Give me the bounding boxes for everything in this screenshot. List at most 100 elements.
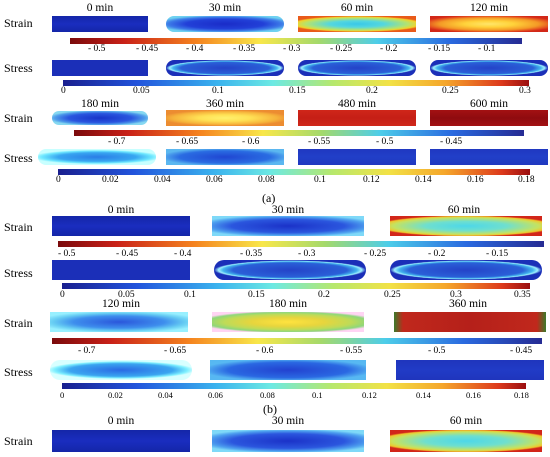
row-label-strain: Strain (4, 434, 33, 448)
tick: - 0.4 (174, 249, 192, 259)
subfigure-label-a: (a) (262, 191, 276, 205)
strain-colorbar-a-top-ticks: - 0.5 - 0.45 - 0.4 - 0.35 - 0.3 - 0.25 -… (70, 44, 522, 56)
time-label-a-600: 600 min (469, 98, 508, 110)
tick: 0.14 (415, 175, 432, 185)
time-label-a-480: 480 min (337, 98, 376, 110)
tick: 0.3 (519, 86, 531, 96)
tick: - 0.15 (486, 249, 509, 259)
tick: 0.06 (206, 175, 223, 185)
strain-panel-c-30 (212, 430, 364, 452)
tick: 0.1 (312, 390, 323, 400)
tick: - 0.2 (380, 44, 398, 54)
strain-panel-a-360 (166, 110, 284, 126)
strain-panel-b-0 (52, 216, 190, 236)
tick: - 0.2 (428, 249, 446, 259)
tick: - 0.65 (164, 346, 187, 356)
time-label-a-360: 360 min (205, 98, 244, 110)
tick: 0.14 (416, 390, 431, 400)
stress-panel-b-30 (214, 260, 366, 280)
strain-colorbar-b-bottom (52, 338, 542, 344)
row-label-strain: Strain (4, 16, 33, 30)
tick: - 0.6 (256, 346, 274, 356)
row-label-stress: Stress (4, 151, 33, 165)
tick: 0.15 (289, 86, 306, 96)
tick: - 0.4 (186, 44, 204, 54)
time-label-b-60: 60 min (447, 204, 481, 216)
strain-panel-b-60 (390, 216, 542, 236)
tick: 0.05 (118, 290, 135, 300)
tick: 0.16 (467, 175, 484, 185)
tick: 0.02 (102, 175, 119, 185)
tick: 0.2 (366, 86, 378, 96)
time-label-a-180: 180 min (80, 98, 119, 110)
stress-panel-b-60 (390, 260, 542, 280)
stress-colorbar-a-top (63, 80, 529, 86)
stress-panel-a-360 (166, 149, 284, 165)
tick: 0.16 (466, 390, 481, 400)
strain-panel-b-120 (50, 312, 188, 332)
stress-colorbar-b-bottom-ticks: 0 0.02 0.04 0.06 0.08 0.1 0.12 0.14 0.16… (60, 390, 529, 402)
stress-panel-b-180 (210, 360, 366, 380)
tick: - 0.6 (242, 137, 260, 147)
tick: - 0.1 (478, 44, 496, 54)
strain-colorbar-a-bottom (74, 130, 524, 136)
tick: 0.35 (514, 290, 531, 300)
stress-colorbar-a-top-ticks: 0 0.05 0.1 0.15 0.2 0.25 0.3 (61, 86, 531, 98)
tick: 0.25 (442, 86, 459, 96)
tick: 0.1 (212, 86, 224, 96)
stress-colorbar-b-bottom (62, 383, 526, 389)
stress-panel-a-30 (166, 60, 284, 76)
tick: 0.18 (514, 390, 529, 400)
stress-panel-a-600 (430, 149, 548, 165)
stress-panel-a-120 (430, 60, 548, 76)
tick: 0 (61, 86, 66, 96)
strain-colorbar-a-top (70, 38, 522, 44)
tick: - 0.25 (330, 44, 353, 54)
row-label-strain: Strain (4, 220, 33, 234)
stress-colorbar-b-top-ticks: 0 0.05 0.1 0.15 0.2 0.25 0.3 0.35 (60, 290, 531, 302)
tick: 0.2 (318, 290, 330, 300)
tick: - 0.35 (233, 44, 256, 54)
time-label-a-120: 120 min (469, 2, 508, 14)
tick: 0 (60, 290, 65, 300)
strain-panel-a-60 (298, 16, 416, 32)
tick: - 0.55 (340, 346, 363, 356)
time-label-b-360: 360 min (448, 298, 487, 310)
stress-panel-a-0 (52, 60, 148, 76)
tick: - 0.65 (176, 137, 199, 147)
tick: 0.12 (362, 390, 377, 400)
row-label-stress: Stress (4, 365, 33, 379)
subfigure-label-b: (b) (263, 402, 277, 416)
time-label-a-0: 0 min (86, 2, 114, 14)
tick: 0.08 (258, 175, 275, 185)
strain-panel-a-0 (52, 16, 148, 32)
stress-panel-b-0 (52, 260, 190, 280)
strain-panel-a-600 (430, 110, 548, 126)
time-label-c-60: 60 min (449, 415, 483, 427)
tick: 0.05 (133, 86, 150, 96)
tick: 0.02 (108, 390, 123, 400)
tick: 0.08 (260, 390, 275, 400)
time-label-b-0: 0 min (107, 204, 135, 216)
row-label-strain: Strain (4, 316, 33, 330)
stress-panel-a-480 (298, 149, 416, 165)
stress-colorbar-a-bottom (58, 169, 530, 175)
tick: 0 (56, 175, 61, 185)
time-label-b-120: 120 min (101, 298, 140, 310)
stress-colorbar-a-bottom-ticks: 0 0.02 0.04 0.06 0.08 0.1 0.12 0.14 0.16… (56, 175, 535, 187)
tick: 0.06 (208, 390, 223, 400)
tick: - 0.3 (298, 249, 316, 259)
stress-panel-b-120 (50, 360, 192, 380)
tick: 0.04 (154, 175, 171, 185)
tick: - 0.5 (58, 249, 76, 259)
stress-colorbar-b-top (62, 283, 530, 289)
time-label-b-180: 180 min (268, 298, 307, 310)
stress-panel-b-360 (396, 360, 544, 380)
tick: 0.18 (518, 175, 535, 185)
tick: 0.04 (158, 390, 173, 400)
tick: - 0.3 (283, 44, 301, 54)
strain-colorbar-b-top (58, 241, 544, 247)
strain-panel-b-360 (394, 312, 546, 332)
tick: 0.1 (184, 290, 196, 300)
tick: - 0.45 (510, 346, 533, 356)
